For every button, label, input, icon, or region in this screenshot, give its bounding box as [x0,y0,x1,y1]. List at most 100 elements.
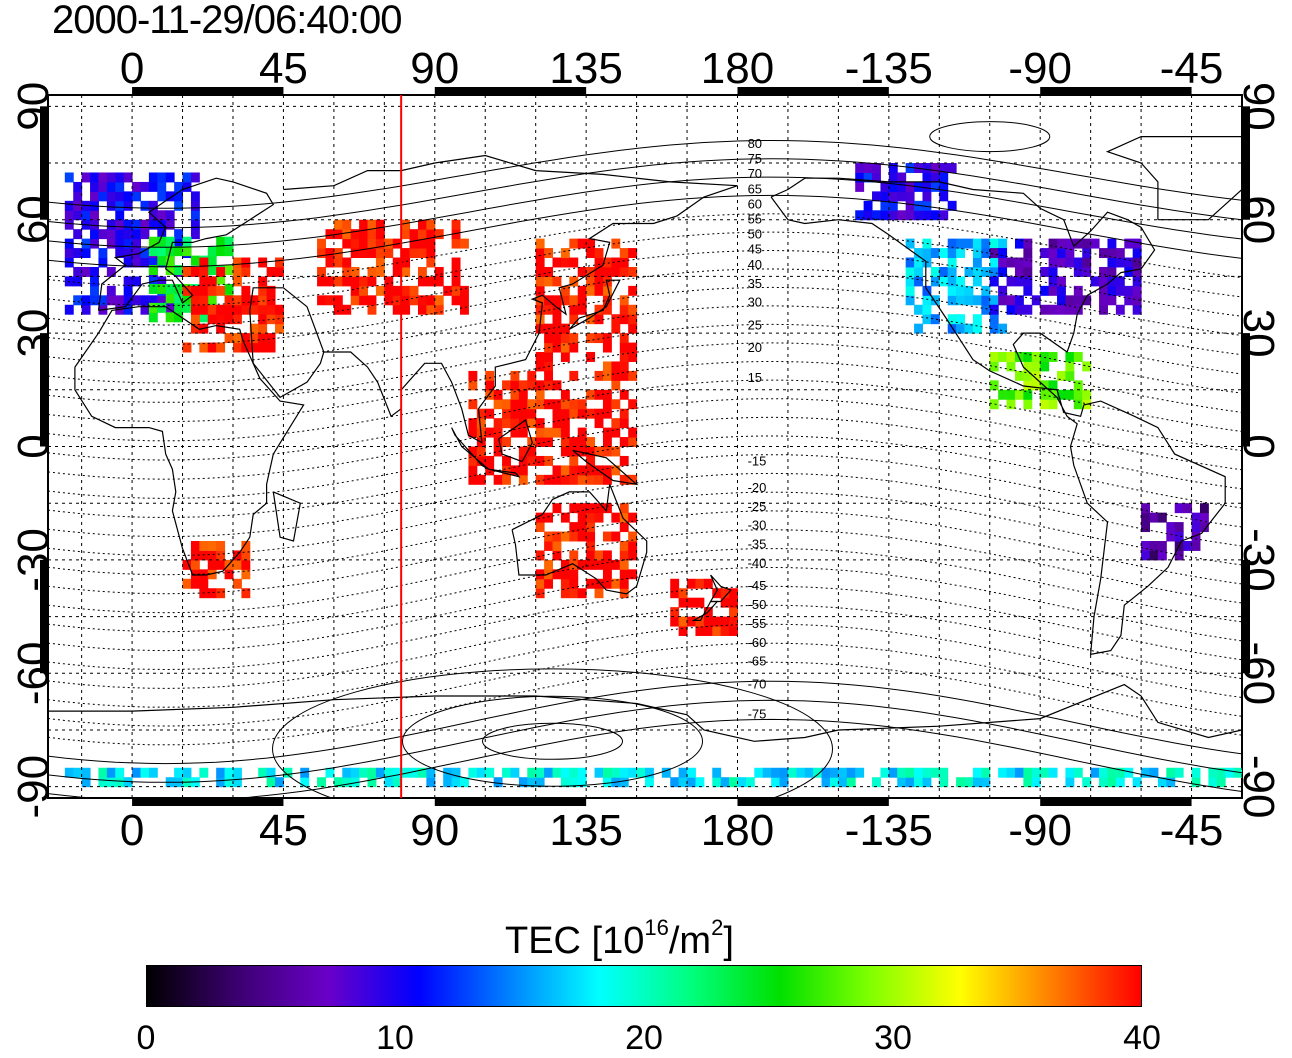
tec-cell [98,191,108,202]
tec-cell [157,302,167,313]
tec-cell [485,465,495,476]
tec-cell [544,266,554,277]
tec-cell [586,352,596,362]
tec-cell [485,380,495,391]
tec-cell [502,465,511,476]
tec-cell [342,304,352,315]
tec-cell [1157,540,1167,551]
tec-cell [972,323,982,334]
tec-cell [1073,767,1083,778]
tec-cell [132,238,141,249]
tec-cell [594,767,604,778]
coastline [249,287,325,399]
contour-label: 80 [748,136,762,151]
tec-cell [560,569,570,580]
tec-cell [552,408,562,419]
x-tick-label-top: -45 [1160,44,1224,93]
tec-cell [1023,248,1033,259]
tec-cell [115,229,125,240]
tec-cell [998,248,1008,259]
tec-cell [628,531,638,542]
coastlines [48,136,1242,742]
tec-cell [577,266,587,277]
tec-cell [1006,295,1016,306]
tec-cell [846,767,856,778]
tec-cell [628,399,638,410]
tec-cell [140,229,150,240]
tec-cell [157,219,167,230]
tec-cell [560,248,570,259]
tec-cell [586,559,596,570]
tec-cell [586,522,596,533]
tec-cell [232,578,242,589]
tec-cell [628,266,638,277]
tec-cell [989,276,999,287]
tec-cell [232,304,242,315]
tec-cell [157,295,167,306]
tec-cell [905,210,915,221]
tec-cell [367,276,377,287]
tec-cell [602,257,612,268]
tec-cell [190,323,200,334]
contour-label: 75 [748,151,762,166]
tec-cell [375,229,385,240]
tec-cell [619,295,629,306]
tec-cell [1107,257,1117,268]
tec-cell [602,285,612,296]
tec-cell [426,777,436,788]
tec-cell [544,370,554,381]
tec-cell [98,295,108,306]
tec-cell [1141,540,1151,551]
tec-cell [165,172,175,183]
tec-cell [90,238,99,249]
tec-cell [577,531,587,542]
tec-cell [989,314,999,325]
tec-cell [922,314,932,325]
tec-cell [914,276,923,287]
tec-cell [325,295,335,306]
tec-cell [73,276,83,287]
tec-cell [1082,777,1092,788]
tec-cell [611,257,621,268]
tec-cell [182,559,192,570]
tec-cell [712,767,722,778]
tec-cell [560,285,570,296]
tec-cell [1065,389,1075,400]
tec-cell [451,767,461,778]
tec-cell [232,777,242,788]
tec-cell [905,285,915,296]
tec-cell [392,304,402,315]
tec-cell [628,342,638,353]
tec-cell [569,333,579,344]
tec-cell [998,389,1008,400]
tec-cell [182,246,192,257]
contour-label: 60 [748,196,762,211]
tec-cell [207,246,217,257]
tec-cell [947,266,957,277]
tec-cell [1073,295,1083,306]
tec-cell [527,446,537,457]
tec-cell [914,323,923,334]
tec-cell [544,427,554,438]
tec-cell [888,191,898,202]
tec-cell [1191,540,1201,551]
tec-cell [317,276,326,287]
tec-cell [586,550,596,561]
tec-cell [619,540,629,551]
tec-cell [586,503,596,514]
tec-cell [1040,266,1050,277]
contour-line [48,566,1242,652]
tec-cell [216,559,226,570]
tec-cell [930,276,940,287]
axis-bar-bottom [434,798,587,806]
x-tick-label-top: 135 [549,44,622,93]
tec-cell [1014,276,1024,287]
tec-cell [922,181,932,192]
tec-cell [502,437,511,447]
tec-cell [947,257,957,268]
tec-cell [174,238,184,249]
tec-cell [1132,295,1142,306]
tec-cell [426,276,436,287]
tec-cell [560,257,570,268]
tec-cell [535,380,545,391]
